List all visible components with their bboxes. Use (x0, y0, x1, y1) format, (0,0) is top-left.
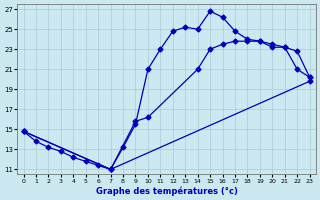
X-axis label: Graphe des températures (°c): Graphe des températures (°c) (96, 186, 237, 196)
